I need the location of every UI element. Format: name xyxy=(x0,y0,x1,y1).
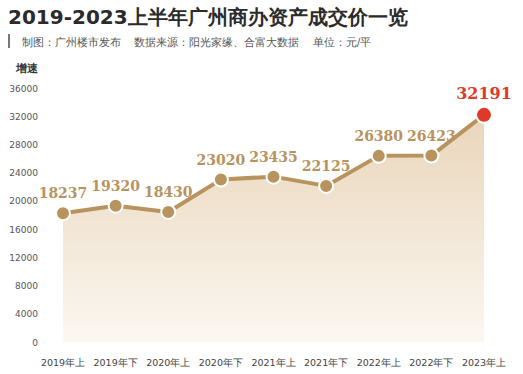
y-tick-label: 32000 xyxy=(9,112,38,122)
y-tick-label: 16000 xyxy=(9,225,38,235)
y-tick-label: 12000 xyxy=(9,253,38,263)
marker xyxy=(214,173,228,187)
subtitle-bar xyxy=(8,34,10,48)
y-tick-label: 8000 xyxy=(15,281,38,291)
y-tick xyxy=(42,144,45,145)
marker xyxy=(161,205,175,219)
marker xyxy=(319,179,333,193)
x-tick-label: 2020年下 xyxy=(199,357,243,368)
y-tick-label: 0 xyxy=(32,338,38,348)
data-label: 18237 xyxy=(39,185,88,201)
x-tick-label: 2021年上 xyxy=(251,357,295,368)
y-tick-label: 28000 xyxy=(9,140,38,150)
x-tick-label: 2022年下 xyxy=(409,357,453,368)
y-tick xyxy=(42,88,45,89)
x-tick-label: 2019年上 xyxy=(41,357,85,368)
y-tick xyxy=(42,342,45,343)
data-label: 32191 xyxy=(456,84,512,103)
data-label: 23020 xyxy=(197,152,246,168)
y-tick xyxy=(42,116,45,117)
title: 2019-2023上半年广州商办资产成交价一览 xyxy=(8,5,408,29)
y-tick-label: 24000 xyxy=(9,168,38,178)
y-tick xyxy=(42,313,45,314)
y-tick-label: 20000 xyxy=(9,196,38,206)
y-tick-label: 4000 xyxy=(15,309,38,319)
data-label: 26380 xyxy=(354,128,403,144)
y-label: 增速 xyxy=(15,62,39,75)
line xyxy=(63,115,484,213)
marker xyxy=(56,206,70,220)
x-tick-label: 2020年上 xyxy=(146,357,190,368)
y-tick-label: 36000 xyxy=(9,84,38,94)
x-tick-label: 2022年上 xyxy=(357,357,401,368)
y-tick xyxy=(42,172,45,173)
marker xyxy=(476,107,492,123)
data-label: 18430 xyxy=(144,184,193,200)
marker xyxy=(424,149,438,163)
y-tick xyxy=(42,257,45,258)
x-tick-label: 2019年下 xyxy=(94,357,138,368)
x-tick-label: 2021年下 xyxy=(304,357,348,368)
data-label: 26423 xyxy=(407,128,456,144)
data-label: 19320 xyxy=(91,178,140,194)
x-tick-label: 2023年上 xyxy=(462,357,506,368)
data-label: 22125 xyxy=(302,158,351,174)
subtitle: 制图：广州楼市发布 数据来源：阳光家缘、合富大数据 单位：元/平 xyxy=(22,36,371,48)
y-tick xyxy=(42,285,45,286)
plot-area xyxy=(56,107,492,342)
y-tick xyxy=(42,229,45,230)
data-label: 23435 xyxy=(249,149,298,165)
chart: 2019-2023上半年广州商办资产成交价一览制图：广州楼市发布 数据来源：阳光… xyxy=(0,0,523,374)
area xyxy=(63,115,484,342)
marker xyxy=(109,199,123,213)
marker xyxy=(267,170,281,184)
marker xyxy=(372,149,386,163)
